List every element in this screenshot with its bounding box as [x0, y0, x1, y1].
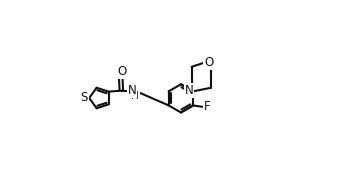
Text: O: O — [118, 65, 127, 78]
Text: O: O — [204, 56, 214, 69]
Text: S: S — [81, 91, 88, 103]
Text: F: F — [204, 100, 210, 113]
Text: H: H — [131, 92, 139, 102]
Text: N: N — [127, 84, 136, 97]
Text: N: N — [184, 84, 193, 97]
